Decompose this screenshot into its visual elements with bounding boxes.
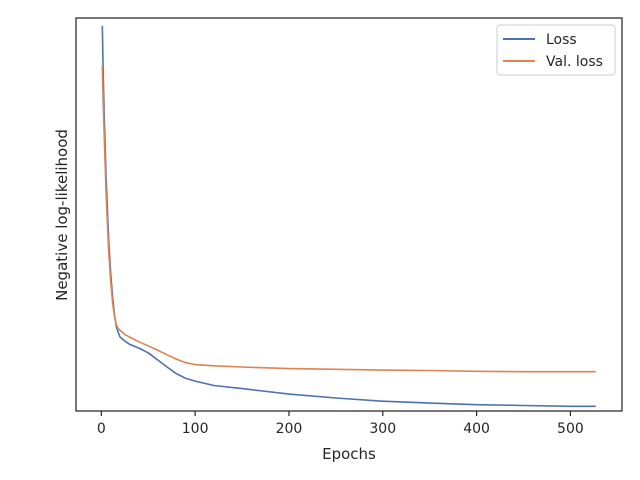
x-tick-label: 100 [182, 421, 209, 437]
legend-label-loss: Loss [546, 32, 577, 48]
legend-label-val-loss: Val. loss [546, 54, 603, 70]
series-line-val-loss [101, 65, 596, 373]
x-tick-label: 0 [97, 421, 106, 437]
x-tick-label: 300 [369, 421, 396, 437]
x-axis-ticks: 0 100 200 300 400 500 [97, 411, 584, 437]
x-tick-label: 200 [276, 421, 303, 437]
legend: Loss Val. loss [496, 24, 616, 76]
plot-frame [75, 17, 623, 412]
legend-frame [496, 24, 616, 76]
y-axis-label: Negative log-likelihood [53, 129, 71, 301]
series-layer [101, 25, 596, 408]
x-tick-label: 400 [463, 421, 490, 437]
x-tick-label: 500 [557, 421, 584, 437]
x-axis-label: Epochs [322, 445, 376, 463]
